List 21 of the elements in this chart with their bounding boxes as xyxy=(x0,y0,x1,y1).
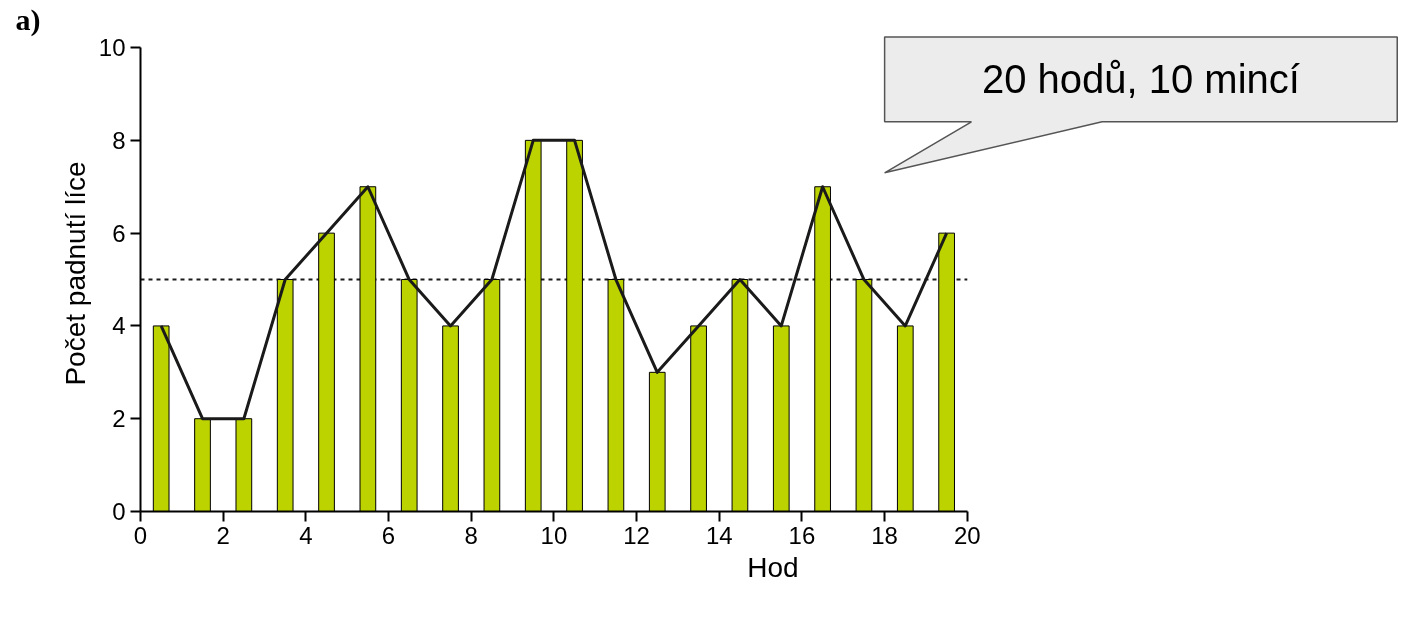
x-tick-label: 20 xyxy=(953,521,981,549)
y-tick-label: 2 xyxy=(112,405,126,433)
text: 20 hodů, 10 mincí xyxy=(981,57,1300,102)
y-tick-label: 4 xyxy=(112,312,126,340)
x-tick-label: 10 xyxy=(540,521,568,549)
x-tick-label: 6 xyxy=(381,521,396,549)
y-tick-label: 10 xyxy=(98,34,126,62)
x-tick-label: 12 xyxy=(623,521,650,549)
x-tick-label: 18 xyxy=(871,521,898,549)
x-tick-label: 16 xyxy=(788,521,816,549)
x-tick-label: 8 xyxy=(464,521,478,549)
y-tick-label: 0 xyxy=(112,498,126,525)
x-tick-label: 4 xyxy=(299,521,313,549)
y-tick-label: 6 xyxy=(112,219,126,247)
chart-title: a) xyxy=(15,2,41,37)
x-tick-label: 14 xyxy=(705,521,733,549)
x-axis-title: Hod xyxy=(747,551,799,583)
x-tick-label: 2 xyxy=(216,521,230,549)
y-axis-title: Počet padnutí líce xyxy=(59,161,91,386)
x-tick-label: 0 xyxy=(133,521,148,549)
y-tick-label: 8 xyxy=(112,126,126,154)
